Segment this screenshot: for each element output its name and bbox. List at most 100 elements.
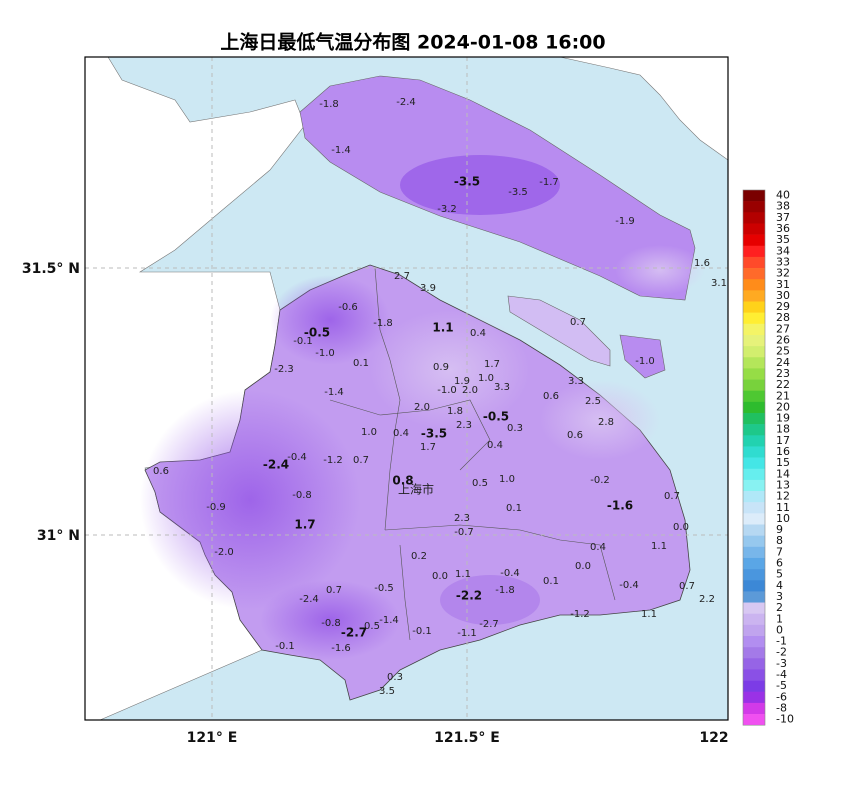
colorbar-swatch (743, 702, 765, 715)
colorbar-label: 12 (776, 490, 790, 503)
colorbar-label: 22 (776, 378, 790, 391)
colorbar-label: 38 (776, 200, 790, 213)
colorbar-swatch (743, 312, 765, 325)
colorbar-swatch (743, 201, 765, 213)
colorbar-label: 7 (776, 545, 783, 558)
x-axis-label: 122 (699, 730, 728, 746)
shade (260, 580, 400, 660)
colorbar-swatch (743, 468, 765, 481)
colorbar-swatch (743, 636, 765, 648)
colorbar-swatch (743, 223, 765, 235)
colorbar-label: 16 (776, 445, 790, 458)
station-value: -1.4 (379, 615, 399, 626)
colorbar-label: 2 (776, 601, 783, 614)
station-value: -1.8 (319, 99, 339, 110)
station-value: -0.5 (483, 410, 509, 424)
shade (370, 310, 530, 430)
station-value: 1.7 (484, 359, 500, 370)
station-value: -0.1 (412, 626, 432, 637)
station-value: -1.9 (615, 216, 635, 227)
colorbar-swatch (743, 502, 765, 514)
station-value: -1.0 (315, 348, 335, 359)
colorbar-label: 25 (776, 345, 790, 358)
colorbar-swatch (743, 401, 765, 414)
changxing-island (507, 295, 611, 367)
station-value: -1.4 (324, 387, 344, 398)
colorbar-label: 0 (776, 623, 783, 636)
colorbar-swatch (743, 479, 765, 492)
station-value: -2.2 (456, 589, 482, 603)
shade (270, 275, 390, 365)
station-value: -2.4 (263, 458, 289, 472)
colorbar-label: 34 (776, 244, 790, 257)
colorbar-label: 8 (776, 534, 783, 547)
colorbar-swatch (743, 624, 765, 637)
station-value: 1.9 (454, 376, 470, 387)
station-value: -2.4 (299, 594, 319, 605)
station-value: 1.1 (455, 569, 471, 580)
colorbar-swatch (743, 301, 765, 313)
station-value: 0.0 (575, 561, 591, 572)
colorbar-label: 26 (776, 334, 790, 347)
station-value: -0.5 (374, 583, 394, 594)
colorbar-swatch (743, 680, 765, 693)
district-border (399, 544, 411, 641)
hengsha-island (619, 334, 666, 379)
station-value: -0.4 (287, 452, 307, 463)
colorbar-label: -4 (776, 668, 787, 681)
shade (140, 390, 360, 610)
shade (440, 575, 540, 625)
colorbar-swatch (743, 346, 765, 358)
station-value: 0.5 (472, 478, 488, 489)
colorbar-swatch (743, 424, 765, 436)
colorbar-label: 18 (776, 423, 790, 436)
station-value: -0.2 (590, 475, 610, 486)
station-value: 1.0 (499, 474, 515, 485)
station-value: 2.8 (598, 417, 614, 428)
colorbar-swatch (743, 379, 765, 391)
station-value: 2.5 (585, 396, 601, 407)
colorbar-swatch (743, 368, 765, 380)
station-value: 1.1 (641, 609, 657, 620)
station-value: -1.2 (570, 609, 590, 620)
shade (400, 155, 560, 215)
station-value: 3.3 (494, 382, 510, 393)
station-value: -2.7 (341, 626, 367, 640)
colorbar-label: 33 (776, 255, 790, 268)
station-value: -2.4 (396, 97, 416, 108)
colorbar-label: 9 (776, 523, 783, 536)
station-value: 3.1 (711, 278, 727, 289)
station-value: -2.0 (214, 547, 234, 558)
colorbar-label: -1 (776, 635, 787, 648)
station-value: 0.2 (411, 551, 427, 562)
station-value: 0.4 (470, 328, 486, 339)
station-value: 1.1 (651, 541, 667, 552)
colorbar-label: -2 (776, 646, 787, 659)
station-value: 0.6 (153, 466, 169, 477)
station-value: -0.8 (292, 490, 312, 501)
colorbar-label: 28 (776, 311, 790, 324)
station-value: 3.3 (568, 376, 584, 387)
station-value: -1.4 (331, 145, 351, 156)
map-area: -1.8 -2.4 -1.4 -3.5 -3.5 -1.7 -3.2 -1.9 1.63.1 2.… (85, 57, 728, 720)
station-value: 0.7 (353, 455, 369, 466)
station-value: 0.7 (664, 491, 680, 502)
map-frame (84, 56, 729, 721)
colorbar-swatch (743, 491, 765, 503)
colorbar-swatch (743, 591, 765, 603)
station-value: -2.7 (479, 619, 499, 630)
station-value: -3.5 (454, 175, 480, 189)
y-axis-label: 31.5° N (22, 261, 80, 277)
station-value: 0.7 (326, 585, 342, 596)
colorbar-label: -5 (776, 679, 787, 692)
station-value: 3.9 (420, 283, 436, 294)
colorbar-label: 4 (776, 579, 783, 592)
station-value: 2.3 (456, 420, 472, 431)
x-axis-label: 121° E (187, 730, 238, 746)
y-axis-label: 31° N (37, 528, 80, 544)
colorbar-label: 1 (776, 612, 783, 625)
colorbar-label: 40 (776, 189, 790, 202)
colorbar-label: 24 (776, 356, 790, 369)
colorbar-swatch (743, 647, 765, 659)
